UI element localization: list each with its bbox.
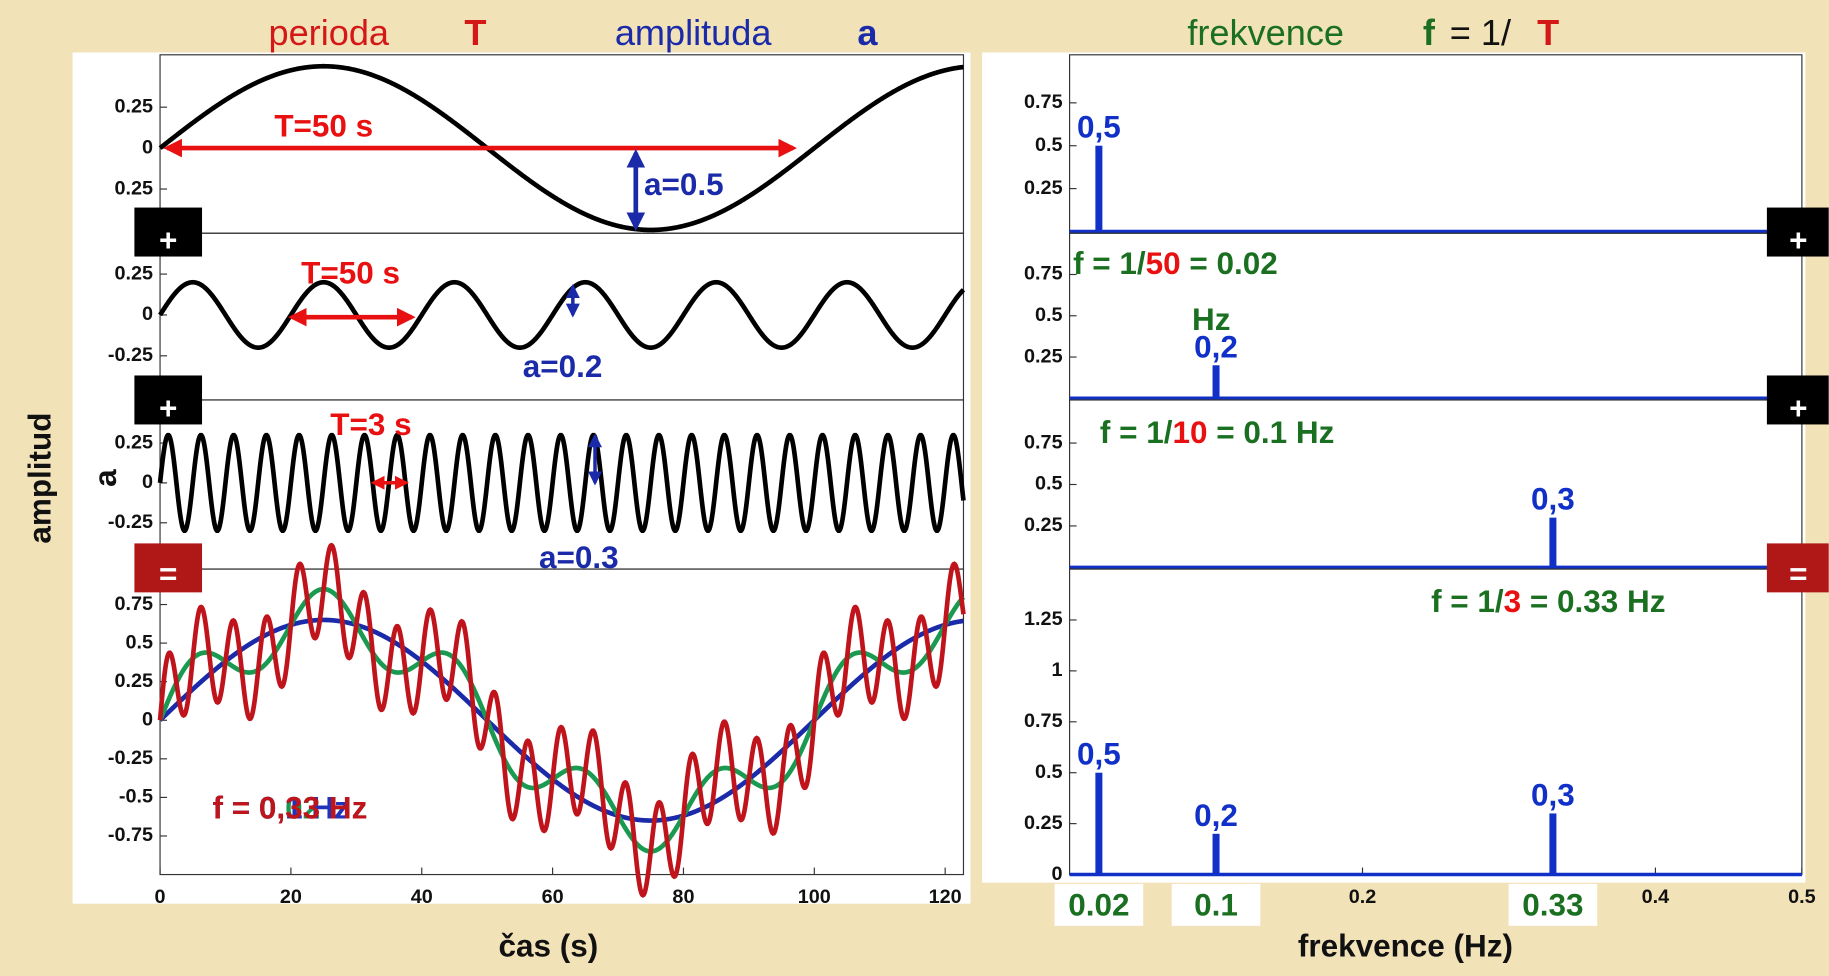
y-tick-label: -0.75 xyxy=(108,824,153,846)
annotation: Hz xyxy=(1192,302,1230,337)
y-axis-label: a xyxy=(88,469,123,487)
value-label: 0,2 xyxy=(1194,329,1238,364)
x-axis-label: frekvence (Hz) xyxy=(1298,928,1513,963)
sine-line xyxy=(157,432,966,533)
x-tick-label: 60 xyxy=(542,886,564,908)
spectrum-bar xyxy=(1095,145,1103,232)
y-tick-label: 0.25 xyxy=(114,262,153,284)
y-tick-label: 0 xyxy=(1052,863,1063,885)
annotations: T=50 s a=0.5 T=50 s a=0.2 T=3 s a=0.3 f … xyxy=(274,109,1665,620)
y-tick-label: 0.5 xyxy=(126,631,154,653)
annotation: T=3 s xyxy=(330,407,411,442)
y-tick-label: 0 xyxy=(142,303,153,325)
annotation: f = 1/50 = 0.02 xyxy=(1073,246,1278,281)
spectrum-bar xyxy=(1549,517,1557,568)
y-tick-label: -0.5 xyxy=(119,786,153,808)
sine-line xyxy=(157,542,966,898)
operator: = xyxy=(159,556,177,591)
value-label: 0,5 xyxy=(1077,737,1121,772)
spectrum-bar xyxy=(1549,813,1557,875)
annotation: a=0.5 xyxy=(644,167,724,202)
x-tick-label: 0.2 xyxy=(1349,886,1377,908)
y-tick-label: -0.25 xyxy=(108,344,153,366)
spectrum-bar xyxy=(1212,833,1220,875)
x-tick-label: 0 xyxy=(155,886,166,908)
spectrum-bar xyxy=(1212,365,1220,399)
label-bg xyxy=(1171,883,1261,926)
y-tick-label: 1.25 xyxy=(1024,608,1063,630)
x-tick-label: 20 xyxy=(280,886,302,908)
y-tick-label: 0.25 xyxy=(114,431,153,453)
y-tick-label: 0 xyxy=(142,471,153,493)
y-tick-label: 0.25 xyxy=(1024,345,1063,367)
arrows xyxy=(163,138,797,490)
value-label: 0,2 xyxy=(1194,798,1238,833)
x-tick-label: 100 xyxy=(798,886,831,908)
annotation: f = 1/3 = 0.33 Hz xyxy=(1431,584,1665,619)
title: perioda T amplituda a frekvence f = 1/T xyxy=(268,12,1559,53)
sum-label: f = 0,02 Hz xyxy=(213,791,368,826)
y-tick-label: 0.75 xyxy=(1024,91,1063,113)
annotation: T=50 s xyxy=(301,256,400,291)
value-label: 0,3 xyxy=(1531,482,1575,517)
operator: + xyxy=(1789,223,1807,258)
annotation: f = 1/10 = 0.1 Hz xyxy=(1100,415,1334,450)
y-tick-label: 0 xyxy=(142,136,153,158)
operator: + xyxy=(159,223,177,258)
y-tick-label: 0.5 xyxy=(1035,134,1063,156)
operator: = xyxy=(1789,556,1807,591)
y-tick-label: 0.75 xyxy=(1024,263,1063,285)
y-tick-label: 1 xyxy=(1052,659,1063,681)
y-tick-label: 0.25 xyxy=(114,177,153,199)
value-label: 0,5 xyxy=(1077,110,1121,145)
label-bg xyxy=(1054,883,1144,926)
sine-line xyxy=(158,63,964,233)
y-tick-label: 0.5 xyxy=(1035,761,1063,783)
sum-label: f = 0,1 Hz xyxy=(213,791,350,826)
y-tick-label: 0.25 xyxy=(1024,514,1063,536)
value-label: 0,3 xyxy=(1531,777,1575,812)
x-tick-label: 0.4 xyxy=(1642,886,1670,908)
y-tick-label: 0.25 xyxy=(1024,177,1063,199)
plot-frame xyxy=(159,568,965,876)
x-tick-label: 0.5 xyxy=(1788,886,1816,908)
operators: + + = + + = xyxy=(134,207,1829,593)
annotation: a=0.3 xyxy=(539,540,619,575)
y-tick-label: 0.25 xyxy=(114,670,153,692)
y-tick-label: 0.5 xyxy=(1035,473,1063,495)
label-bg xyxy=(1508,883,1598,926)
x-tick-label: 0.33 xyxy=(1522,888,1583,923)
y-tick-label: 0 xyxy=(142,708,153,730)
x-tick-label: 0.1 xyxy=(1194,888,1238,923)
y-tick-label: 0.75 xyxy=(1024,431,1063,453)
y-axis-label: amplitud xyxy=(23,413,58,544)
operator: + xyxy=(1789,391,1807,426)
y-tick-label: 0.75 xyxy=(114,593,153,615)
spectrum-bar xyxy=(1095,772,1103,875)
right-panel-bg xyxy=(982,52,1806,883)
y-tick-label: 0.25 xyxy=(114,95,153,117)
x-tick-label: 120 xyxy=(929,886,962,908)
x-tick-label: 40 xyxy=(411,886,433,908)
y-tick-label: 0.25 xyxy=(1024,812,1063,834)
y-tick-label: 0.75 xyxy=(1024,710,1063,732)
annotation: a=0.2 xyxy=(523,349,603,384)
plots: 0.25 0 0.25 0.25 0 -0.25 0.25 0 -0.25 0.75 0.5 0.25… xyxy=(108,54,1816,926)
y-tick-label: -0.25 xyxy=(108,747,153,769)
operator: + xyxy=(159,391,177,426)
sum-label: f = 0,33 Hz xyxy=(213,791,368,826)
annotation: T=50 s xyxy=(274,109,373,144)
x-axis-label: čas (s) xyxy=(498,928,598,963)
x-tick-label: 0.02 xyxy=(1068,888,1129,923)
y-tick-label: 0.5 xyxy=(1035,304,1063,326)
y-tick-label: -0.25 xyxy=(108,511,153,533)
x-tick-label: 80 xyxy=(672,886,694,908)
